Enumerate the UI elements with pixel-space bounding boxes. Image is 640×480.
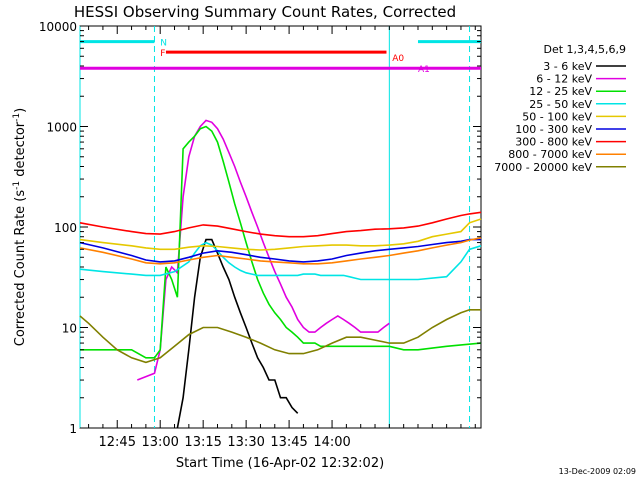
plot-frame (79, 25, 482, 429)
legend-entry-label: 800 - 7000 keV (508, 148, 592, 161)
y-tick-label: 1000 (46, 121, 77, 135)
y-tick-label: 1 (69, 422, 77, 436)
x-tick-label: 13:15 (184, 435, 221, 450)
y-axis-label-end: ) (13, 108, 28, 113)
series-line (176, 238, 299, 429)
legend-entry-label: 50 - 100 keV (522, 110, 592, 123)
x-tick-label: 14:00 (313, 435, 350, 450)
legend-title: Det 1,3,4,5,6,9 (543, 43, 626, 56)
x-tick-label: 13:45 (270, 435, 307, 450)
y-axis-ticks: 1 10 100 1000 10000 (39, 20, 481, 436)
series-line (79, 241, 482, 281)
flag-label: F (160, 49, 165, 59)
y-axis-label-sup2: -1 (12, 113, 22, 122)
series-line (79, 218, 482, 251)
x-tick-label: 13:00 (141, 435, 178, 450)
x-tick-label: 13:30 (227, 435, 264, 450)
chart-title: HESSI Observing Summary Count Rates, Cor… (74, 3, 456, 21)
y-tick-label: 10 (62, 322, 77, 336)
legend-entry-label: 300 - 800 keV (515, 136, 592, 149)
y-axis-label-sup1: -1 (12, 181, 22, 190)
x-axis-ticks: 12:45 13:00 13:15 13:30 13:45 14:00 (88, 26, 476, 450)
legend-entry-label: 7000 - 20000 keV (494, 161, 592, 174)
series-line (80, 125, 482, 359)
y-axis-label-part1: Corrected Count Rate (s (13, 190, 28, 347)
y-axis-label: Corrected Count Rate (s-1 detector-1) (12, 108, 28, 346)
y-tick-label: 100 (54, 221, 77, 235)
x-tick-label: 12:45 (99, 435, 136, 450)
y-tick-label: 10000 (39, 20, 77, 34)
series-line (79, 211, 482, 238)
series-line (79, 237, 482, 265)
series-line (137, 119, 390, 381)
legend-entry-label: 3 - 6 keV (543, 60, 592, 73)
legend-entry-label: 100 - 300 keV (515, 123, 592, 136)
flag-label: N (160, 39, 167, 49)
series-lines (79, 119, 482, 429)
legend-entry-label: 6 - 12 keV (536, 73, 592, 86)
legend-entry-label: 12 - 25 keV (529, 85, 592, 98)
series-line (79, 238, 481, 263)
y-axis-label-part2: detector (13, 121, 28, 181)
legend-entry-label: 25 - 50 keV (529, 98, 592, 111)
footer-timestamp: 13-Dec-2009 02:09 (559, 467, 636, 476)
flag-label: A1 (418, 65, 430, 75)
series-line (79, 308, 481, 364)
x-axis-label: Start Time (16-Apr-02 12:32:02) (176, 456, 384, 471)
state-flags: NF A0 A1 (80, 39, 481, 75)
flag-label: A0 (392, 54, 404, 64)
